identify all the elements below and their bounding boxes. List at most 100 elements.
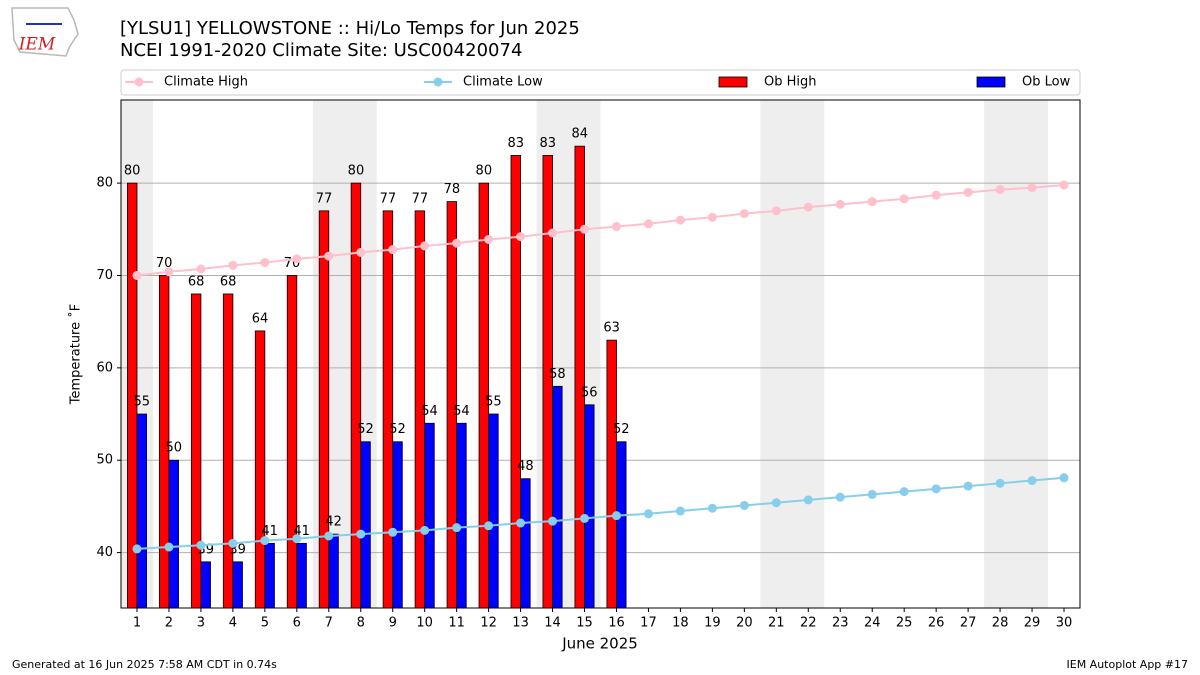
x-tick-label: 4	[229, 616, 237, 631]
point	[771, 498, 781, 508]
point	[803, 495, 813, 505]
legend-label: Climate High	[164, 75, 248, 90]
value-label: 42	[325, 515, 342, 530]
point	[356, 247, 366, 257]
x-tick-label: 23	[832, 616, 849, 631]
point	[132, 270, 142, 280]
bar	[254, 330, 266, 609]
value-label: 80	[348, 164, 365, 179]
weekend-shade	[760, 100, 825, 608]
bar	[606, 339, 617, 609]
bar	[222, 293, 234, 609]
point	[356, 529, 366, 539]
point	[228, 538, 238, 548]
point	[164, 542, 174, 552]
x-tick-label: 13	[512, 616, 529, 631]
x-tick-label: 7	[325, 616, 333, 631]
legend-label: Ob High	[764, 75, 817, 90]
x-tick-label: 14	[544, 616, 561, 631]
bar	[488, 413, 499, 609]
point	[420, 241, 430, 251]
point	[643, 509, 653, 519]
bar	[232, 561, 243, 609]
value-label: 52	[613, 422, 630, 437]
line	[136, 476, 1065, 550]
point	[611, 511, 621, 521]
x-tick-label: 16	[608, 616, 625, 631]
bar	[574, 145, 585, 609]
point	[963, 187, 973, 197]
point	[324, 531, 334, 541]
value-label: 78	[444, 182, 461, 197]
point	[643, 219, 653, 229]
legend-marker	[134, 77, 144, 87]
point	[899, 487, 909, 497]
value-label: 58	[549, 367, 566, 382]
logo: IEM	[11, 7, 79, 57]
bar	[318, 210, 330, 609]
point	[611, 222, 621, 232]
value-label: 54	[453, 404, 470, 419]
bar	[286, 275, 298, 609]
point	[675, 506, 685, 516]
point	[931, 190, 941, 200]
logo-outline	[11, 7, 79, 57]
x-tick-label: 26	[928, 616, 945, 631]
legend-marker	[433, 77, 443, 87]
point	[452, 238, 462, 248]
bar	[456, 422, 467, 609]
point	[420, 525, 430, 535]
point	[580, 224, 590, 234]
y-tick-label: 40	[96, 545, 113, 560]
bar	[392, 441, 403, 609]
x-tick-label: 8	[357, 616, 365, 631]
point	[164, 267, 174, 277]
bar	[200, 561, 211, 609]
point	[580, 513, 590, 523]
logo-text: IEM	[18, 35, 56, 55]
value-label: 83	[539, 136, 556, 151]
x-tick-label: 19	[704, 616, 721, 631]
x-tick-label: 27	[960, 616, 977, 631]
bar	[520, 478, 531, 609]
value-label: 77	[412, 191, 429, 206]
x-tick-label: 21	[768, 616, 785, 631]
legend-swatch	[976, 76, 1006, 88]
point	[292, 534, 302, 544]
bar	[350, 182, 362, 609]
value-label: 41	[261, 524, 278, 539]
bar	[584, 404, 595, 609]
bar	[424, 422, 435, 609]
value-label: 77	[380, 191, 397, 206]
legend-label: Climate Low	[463, 75, 543, 90]
x-tick-label: 2	[165, 616, 173, 631]
legend-box	[120, 69, 1081, 96]
value-label: 50	[165, 441, 182, 456]
x-tick-label: 25	[896, 616, 913, 631]
bar	[616, 441, 627, 609]
bar	[190, 293, 202, 609]
point	[739, 209, 749, 219]
point	[484, 234, 494, 244]
point	[899, 194, 909, 204]
footer-left: Generated at 16 Jun 2025 7:58 AM CDT in …	[12, 658, 277, 671]
value-label: 52	[357, 422, 374, 437]
bar	[360, 441, 371, 609]
value-label: 48	[517, 459, 534, 474]
value-label: 83	[508, 136, 525, 151]
x-tick-label: 9	[389, 616, 397, 631]
point	[1027, 476, 1037, 486]
point	[707, 212, 717, 222]
value-label: 52	[389, 422, 406, 437]
point	[835, 492, 845, 502]
value-label: 55	[134, 395, 151, 410]
value-label: 55	[485, 395, 502, 410]
weekend-shade	[984, 100, 1049, 608]
point	[995, 478, 1005, 488]
x-tick-label: 17	[640, 616, 657, 631]
y-tick-label: 50	[96, 453, 113, 468]
x-tick-label: 29	[1024, 616, 1041, 631]
point	[228, 260, 238, 270]
x-tick-label: 3	[197, 616, 205, 631]
